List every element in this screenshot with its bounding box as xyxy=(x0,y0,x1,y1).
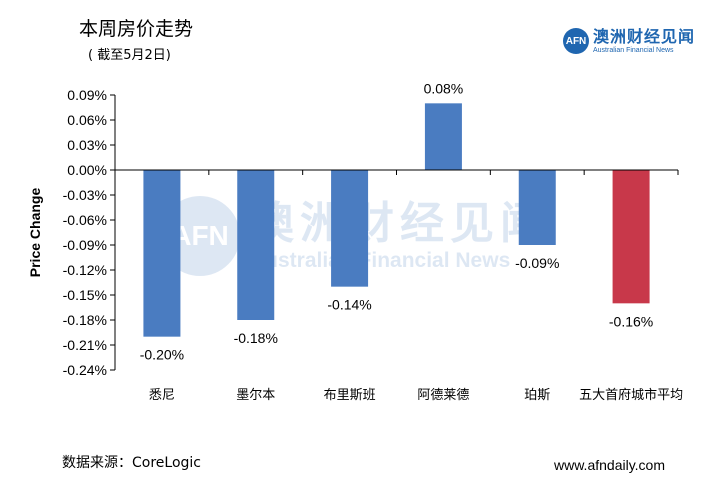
category-label: 珀斯 xyxy=(524,388,550,403)
category-label: 五大首府城市平均 xyxy=(579,387,683,403)
y-tick-label: -0.12% xyxy=(63,262,107,278)
bar xyxy=(331,170,369,287)
y-tick-label: -0.03% xyxy=(63,187,107,203)
watermark-english: Australian Financial News xyxy=(250,248,511,272)
y-axis-title: Price Change xyxy=(27,188,43,278)
logo-english-name: Australian Financial News xyxy=(593,46,674,54)
data-source-note: 数据来源：CoreLogic xyxy=(62,455,201,471)
category-label: 布里斯班 xyxy=(324,388,376,403)
bar xyxy=(237,170,275,320)
y-tick-label: 0.00% xyxy=(67,162,107,178)
logo-mark: AFN xyxy=(563,28,589,54)
data-label: -0.14% xyxy=(327,297,371,313)
data-label: 0.08% xyxy=(424,80,464,96)
bar xyxy=(424,103,462,170)
data-label: -0.18% xyxy=(234,330,278,346)
category-label: 悉尼 xyxy=(149,388,175,403)
logo-chinese-name: 澳洲财经见闻 xyxy=(593,26,696,46)
y-tick-label: -0.09% xyxy=(63,237,107,253)
watermark: AFN 澳洲财经见闻 Australian Financial News xyxy=(160,196,550,276)
bar xyxy=(518,170,556,245)
website-url: www.afndaily.com xyxy=(554,457,666,473)
y-tick-label: -0.15% xyxy=(63,287,107,303)
data-label: -0.16% xyxy=(609,313,653,329)
brand-logo: AFN 澳洲财经见闻 Australian Financial News xyxy=(563,28,695,54)
category-label: 阿德莱德 xyxy=(417,388,469,403)
y-tick-label: 0.09% xyxy=(67,87,107,103)
bar xyxy=(143,170,181,337)
watermark-chinese: 澳洲财经见闻 xyxy=(250,197,550,249)
y-tick-label: 0.06% xyxy=(67,112,107,128)
y-tick-label: -0.06% xyxy=(63,212,107,228)
chart-title: 本周房价走势 xyxy=(79,18,194,40)
data-label: -0.09% xyxy=(515,255,559,271)
category-label: 墨尔本 xyxy=(236,388,275,403)
chart-subtitle: ( 截至5月2日) xyxy=(88,48,171,63)
y-tick-label: 0.03% xyxy=(67,137,107,153)
bar xyxy=(612,170,650,304)
y-tick-label: -0.24% xyxy=(63,362,107,378)
data-label: -0.20% xyxy=(140,347,184,363)
y-tick-label: -0.18% xyxy=(63,312,107,328)
y-tick-label: -0.21% xyxy=(63,337,107,353)
